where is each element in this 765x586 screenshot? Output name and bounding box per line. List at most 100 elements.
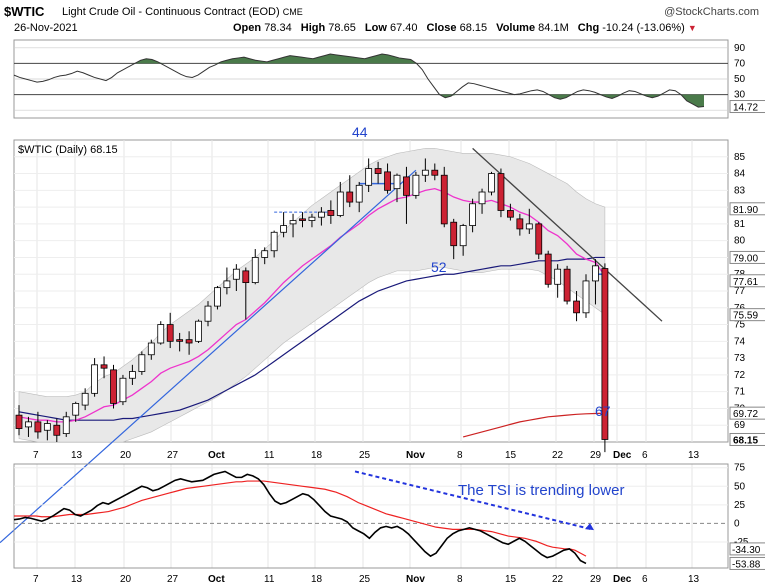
- annotation-52: 52: [431, 259, 447, 275]
- candle-body: [563, 268, 571, 302]
- candle-body: [110, 369, 117, 404]
- price-value-box: [729, 250, 765, 264]
- candle-body: [251, 257, 259, 284]
- candle-body: [365, 168, 373, 186]
- candle-body: [34, 421, 42, 433]
- annotation-44: 44: [352, 124, 368, 140]
- candle-body: [592, 265, 599, 282]
- uptrend-line: [0, 169, 417, 544]
- tsi-tick-label: 25: [734, 500, 746, 511]
- candle-body: [317, 211, 325, 218]
- candle-body: [554, 268, 562, 285]
- candle-body: [478, 191, 486, 205]
- price-value-box: [729, 406, 765, 420]
- quote-date: 26-Nov-2021: [14, 22, 78, 34]
- price-value-label: 81.90: [733, 205, 758, 216]
- price-tick-label: 75: [734, 320, 746, 331]
- candle-body: [128, 371, 136, 379]
- price-x-label: 8: [457, 450, 463, 461]
- candle-body: [431, 169, 439, 176]
- price-tick-label: 80: [734, 236, 746, 247]
- price-tick-label: 74: [734, 336, 746, 347]
- price-tick-label: 71: [734, 387, 746, 398]
- source-credit[interactable]: @StockCharts.com: [664, 6, 759, 18]
- price-x-label: 15: [505, 450, 517, 461]
- candle-body: [308, 216, 316, 221]
- rsi-oversold-fill: [14, 94, 704, 108]
- price-x-label: 13: [688, 450, 700, 461]
- tsi-x-label: 11: [264, 574, 275, 585]
- candle-body: [403, 176, 410, 196]
- chart-symbol[interactable]: $WTIC: [4, 4, 45, 19]
- tsi-signal-line: [14, 480, 587, 557]
- candle-body: [450, 221, 458, 247]
- candle-body: [421, 169, 429, 176]
- price-value-label: 75.59: [733, 311, 758, 322]
- candle-body: [176, 339, 184, 342]
- tsi-x-label: 29: [590, 574, 602, 585]
- price-x-label: 27: [167, 450, 179, 461]
- price-x-label: 25: [359, 450, 371, 461]
- candle-body: [299, 218, 306, 221]
- candle-body: [601, 268, 609, 440]
- price-tick-label: 81: [734, 219, 746, 230]
- candle-body: [374, 168, 382, 174]
- price-value-box: [729, 202, 765, 216]
- candle-body: [506, 210, 514, 218]
- price-x-label: 11: [264, 450, 275, 461]
- candle-body: [15, 414, 23, 429]
- rsi-tick-label: 50: [734, 74, 746, 85]
- price-tick-label: 84: [734, 169, 746, 180]
- candle-body: [582, 280, 590, 314]
- tsi-x-label: 7: [33, 574, 39, 585]
- chg-value: -10.24 (-13.06%): [602, 22, 685, 34]
- tsi-annotation: The TSI is trending lower: [458, 482, 624, 499]
- volume-label: Volume: [496, 22, 536, 34]
- price-x-label: 13: [71, 450, 83, 461]
- price-tick-label: 85: [734, 152, 746, 163]
- price-value-label: 79.00: [733, 253, 758, 264]
- candle-body: [459, 225, 467, 247]
- tsi-x-label: 6: [642, 574, 648, 585]
- candle-body: [469, 203, 477, 226]
- annotation-67: 67: [595, 403, 611, 419]
- candle-body: [185, 339, 193, 344]
- candle-body: [289, 220, 297, 225]
- price-tick-label: 77: [734, 286, 746, 297]
- tsi-value-label: -53.88: [732, 559, 761, 570]
- price-value-box: [729, 432, 765, 446]
- price-x-label: 20: [120, 450, 132, 461]
- price-x-label: Nov: [406, 450, 425, 461]
- candle-body: [516, 218, 524, 230]
- candle-body: [119, 377, 127, 403]
- price-value-box: [729, 274, 765, 288]
- candle-body: [261, 250, 269, 258]
- rsi-overbought-fill: [14, 54, 704, 64]
- candle-body: [412, 174, 420, 196]
- candle-body: [497, 173, 505, 211]
- tsi-x-label: 13: [71, 574, 83, 585]
- tsi-x-label: 22: [552, 574, 564, 585]
- price-x-label: 7: [33, 450, 39, 461]
- price-value-label: 68.15: [733, 435, 758, 446]
- high-label: High: [300, 22, 326, 34]
- candle-body: [232, 268, 240, 280]
- description-text: Light Crude Oil - Continuous Contract (E…: [62, 6, 280, 18]
- candle-body: [53, 424, 61, 436]
- low-label: Low: [364, 22, 387, 34]
- candle-body: [270, 231, 278, 252]
- candle-body: [440, 174, 448, 225]
- candle-body: [214, 287, 221, 307]
- price-value-label: 77.61: [733, 277, 758, 288]
- tsi-x-label: 18: [311, 574, 323, 585]
- candle-body: [242, 270, 250, 284]
- tsi-x-label: 8: [457, 574, 463, 585]
- candle-body: [25, 421, 32, 428]
- candle-body: [62, 416, 70, 435]
- tsi-value-box: [729, 556, 765, 570]
- candle-body: [147, 342, 155, 356]
- tsi-trend-arrowhead: [585, 523, 594, 531]
- candle-body: [336, 191, 344, 216]
- low-value: 67.40: [389, 22, 418, 34]
- chg-label: Chg: [577, 22, 600, 34]
